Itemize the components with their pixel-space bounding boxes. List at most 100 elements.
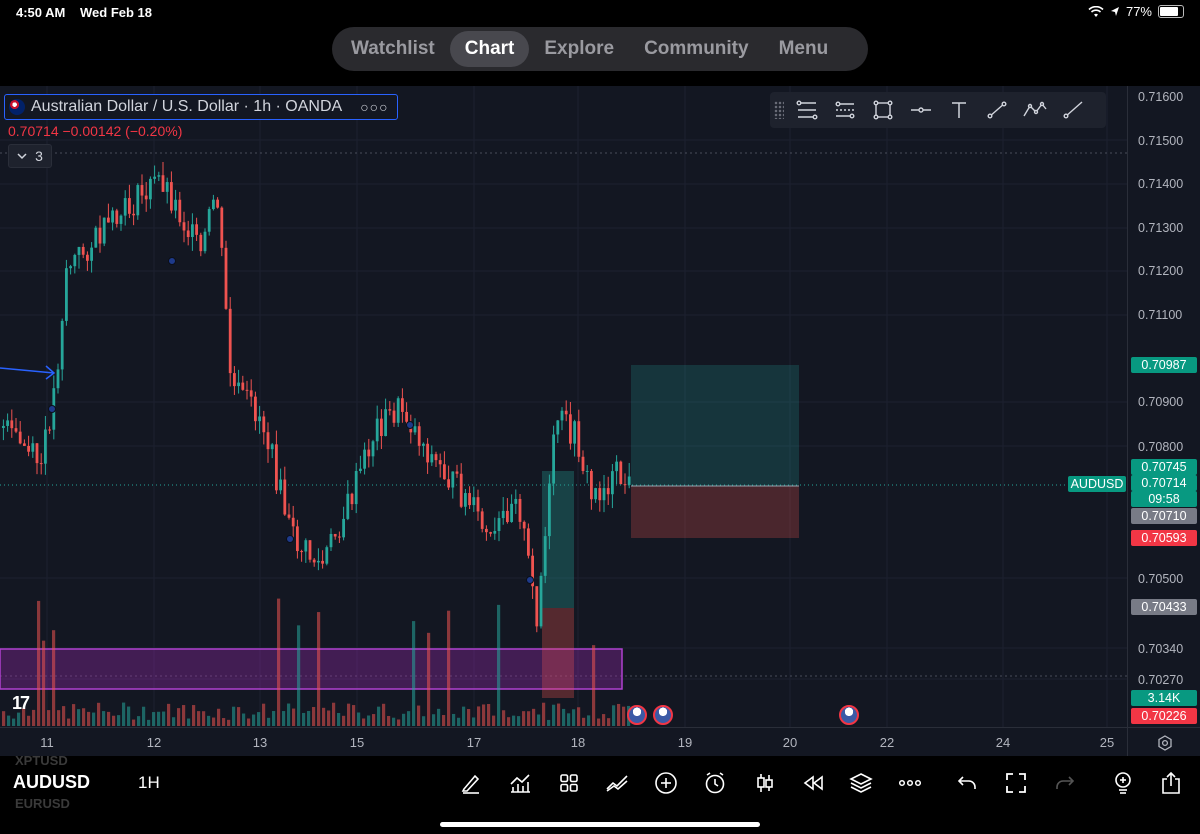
tab-chart[interactable]: Chart [449, 31, 530, 67]
ray-icon[interactable] [1054, 93, 1092, 127]
fib-retracement-icon[interactable] [788, 93, 826, 127]
volume-bar [492, 715, 496, 726]
price-tag-stop: 0.70593 [1131, 530, 1197, 546]
price-tag-alert: 0.70710 [1131, 508, 1197, 524]
layers-icon[interactable] [848, 770, 874, 796]
tab-watchlist[interactable]: Watchlist [351, 38, 435, 59]
candle-style-icon[interactable] [752, 770, 778, 796]
symbol-header[interactable]: Australian Dollar / U.S. Dollar · 1h · O… [4, 94, 398, 120]
candle [329, 533, 333, 548]
candle [149, 178, 152, 200]
undo-icon[interactable] [954, 770, 980, 796]
economic-event-icon[interactable] [653, 705, 673, 725]
volume-bar [342, 715, 346, 726]
price-tag-last: 0.70714 [1131, 475, 1197, 491]
candle [359, 468, 362, 472]
interval-selector[interactable]: 1H [138, 773, 160, 792]
watchlist-next-symbol[interactable]: EURUSD [15, 796, 70, 811]
volume-bar [397, 719, 401, 726]
volume-bar [2, 711, 6, 726]
time-label: 20 [782, 735, 798, 750]
path-icon[interactable] [1016, 93, 1054, 127]
replay-icon[interactable] [800, 770, 826, 796]
price-axis[interactable]: 0.71600 0.71500 0.71400 0.71300 0.71200 … [1127, 86, 1200, 727]
ticker-tag: AUDUSD [1068, 476, 1126, 492]
candle [27, 445, 30, 452]
candle [375, 418, 379, 442]
volume-bar [532, 708, 536, 726]
indicator-toggle[interactable]: 3 [8, 144, 52, 168]
tradingview-logo: 17 [12, 693, 30, 713]
share-icon[interactable] [1158, 770, 1184, 796]
indicators-icon[interactable] [507, 770, 533, 796]
candle [249, 390, 253, 397]
time-label: 13 [252, 735, 268, 750]
volume-bar [392, 717, 396, 726]
candle [611, 471, 614, 495]
volume-bar [217, 708, 221, 726]
volume-bar [172, 717, 176, 726]
candle [174, 199, 177, 211]
volume-bar [137, 716, 141, 726]
volume-bar [147, 719, 151, 726]
home-indicator[interactable] [440, 822, 760, 827]
position-target-zone [542, 471, 574, 608]
candle [459, 473, 463, 507]
candle [581, 456, 585, 471]
candle [585, 470, 589, 472]
tab-menu[interactable]: Menu [778, 38, 829, 59]
trade-icon[interactable] [604, 770, 630, 796]
add-icon[interactable] [653, 770, 679, 796]
alert-icon[interactable] [702, 770, 728, 796]
price-label: 0.70500 [1138, 572, 1184, 586]
time-label: 24 [995, 735, 1011, 750]
candle [245, 389, 249, 391]
redo-icon[interactable] [1052, 770, 1078, 796]
tab-community[interactable]: Community [644, 38, 749, 59]
chart-panel[interactable]: Australian Dollar / U.S. Dollar · 1h · O… [0, 86, 1200, 756]
more-options-icon[interactable]: ○○○ [360, 99, 389, 115]
time-axis[interactable]: 11 12 13 15 17 18 19 20 22 24 25 [0, 727, 1127, 756]
volume-bar [537, 714, 541, 726]
horizontal-line-icon[interactable] [902, 93, 940, 127]
more-icon[interactable] [897, 770, 923, 796]
volume-bar [222, 718, 226, 726]
layouts-icon[interactable] [556, 770, 582, 796]
volume-bar [362, 718, 366, 726]
parallel-channel-icon[interactable] [826, 93, 864, 127]
current-symbol[interactable]: AUDUSD [13, 772, 91, 792]
price-label: 0.71100 [1138, 308, 1183, 322]
rectangle-icon[interactable] [864, 93, 902, 127]
candle [518, 498, 522, 522]
economic-event-icon[interactable] [839, 705, 859, 725]
trend-line-icon[interactable] [978, 93, 1016, 127]
volume-bar [127, 706, 131, 726]
volume-bar [527, 711, 531, 726]
drag-handle-icon[interactable] [774, 101, 784, 119]
candle [300, 551, 303, 553]
indicator-count: 3 [35, 148, 43, 164]
volume-bar [187, 718, 191, 726]
volume-bar [327, 710, 331, 726]
tab-explore[interactable]: Explore [544, 38, 615, 59]
candle [195, 224, 198, 235]
candle [220, 207, 224, 248]
ideas-icon[interactable] [1110, 770, 1136, 796]
volume-bar [502, 710, 506, 726]
volume-bar [437, 708, 441, 726]
economic-event-icon[interactable] [627, 705, 647, 725]
volume-bar [67, 718, 71, 726]
chart-settings-button[interactable] [1127, 727, 1200, 756]
candle [157, 175, 161, 177]
candle [182, 222, 186, 231]
pencil-icon[interactable] [458, 770, 484, 796]
text-icon[interactable] [940, 93, 978, 127]
watchlist-prev-symbol[interactable]: XPTUSD [15, 753, 68, 768]
fullscreen-icon[interactable] [1003, 770, 1029, 796]
volume-bar [87, 711, 91, 726]
volume-bar [247, 718, 251, 726]
candle [430, 454, 434, 463]
price-chart[interactable] [0, 86, 1127, 727]
candle [560, 410, 564, 421]
volume-bar [287, 703, 291, 726]
